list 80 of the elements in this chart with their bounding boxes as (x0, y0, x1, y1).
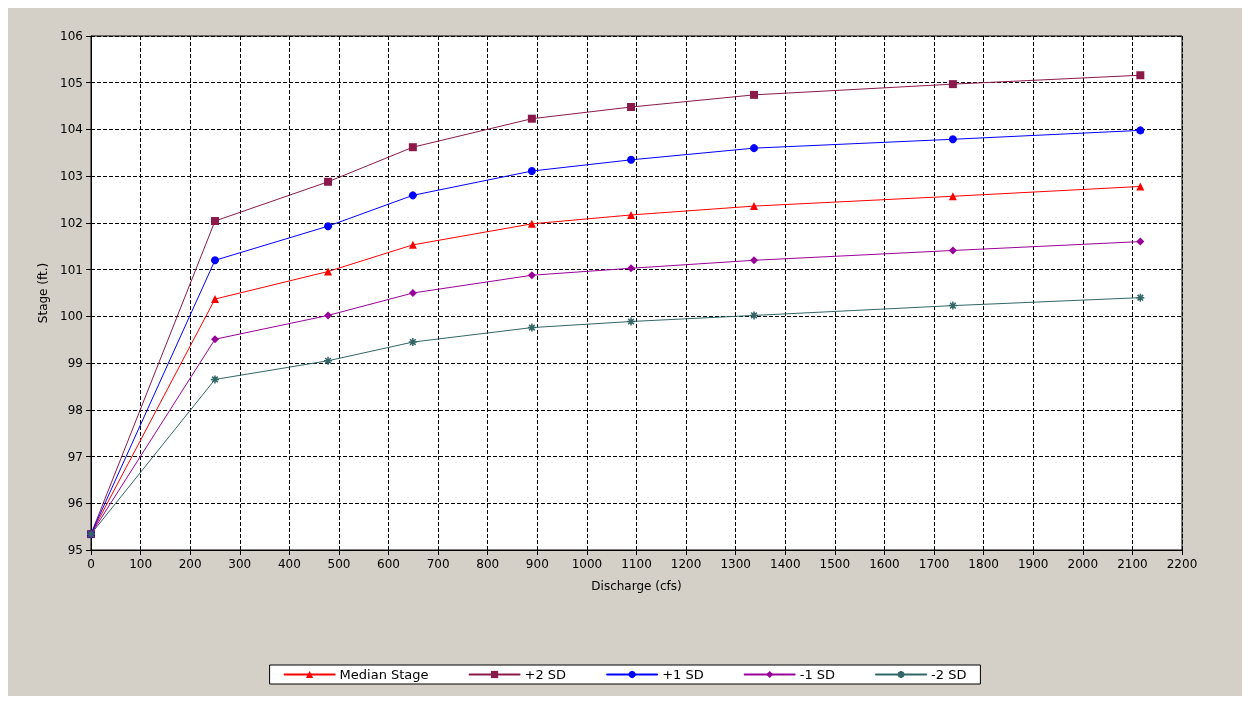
x-tick-label: 1600 (869, 557, 900, 571)
x-tick-label: 1800 (968, 557, 999, 571)
point (627, 210, 636, 219)
x-tick-label: 600 (377, 557, 400, 571)
point (1136, 71, 1145, 80)
x-tick-label: 400 (277, 557, 301, 571)
point (626, 316, 636, 327)
point (324, 222, 333, 231)
y-tick-label: 97 (67, 449, 83, 464)
legend-label: +2 SD (524, 667, 567, 682)
x-tick-label: 900 (525, 557, 549, 571)
x-tick-label: 700 (426, 557, 450, 571)
x-tick-label: 1400 (770, 557, 801, 571)
y-tick-label: 105 (60, 75, 83, 90)
point (749, 310, 759, 321)
point (210, 335, 219, 344)
point (408, 240, 417, 249)
point (323, 356, 333, 366)
legend-label: +1 SD (662, 667, 704, 682)
x-tick-label: 200 (178, 557, 202, 571)
point (948, 246, 957, 255)
x-tick-label: 100 (129, 557, 153, 571)
y-tick-label: 103 (60, 169, 83, 184)
point (408, 337, 418, 347)
point (408, 191, 417, 200)
x-tick-label: 500 (327, 557, 351, 571)
point (210, 256, 219, 265)
legend-label: -1 SD (799, 667, 836, 682)
point (210, 217, 219, 226)
x-tick-label: 1700 (918, 557, 950, 571)
x-tick-label: 1100 (621, 557, 652, 571)
point (527, 167, 536, 176)
x-tick-label: 800 (476, 557, 500, 571)
y-tick-label: 100 (60, 309, 83, 324)
x-tick-label: 2000 (1067, 557, 1099, 571)
y-tick-label: 102 (60, 215, 83, 230)
x-tick-label: 300 (228, 557, 252, 571)
y-tick-label: 95 (67, 543, 83, 557)
x-tick-label: 2200 (1166, 557, 1198, 571)
point (324, 267, 333, 276)
point (750, 256, 759, 265)
x-tick-label: 2100 (1117, 557, 1148, 571)
x-tick-label: 1900 (1017, 557, 1049, 571)
point (627, 264, 636, 273)
x-tick-label: 1000 (571, 557, 603, 571)
point (1136, 237, 1145, 246)
x-tick-label: 0 (87, 557, 95, 571)
point (408, 289, 417, 297)
y-tick-label: 106 (60, 29, 83, 43)
point (750, 144, 759, 153)
x-tick-label: 1500 (819, 557, 851, 571)
y-tick-label: 104 (60, 122, 83, 137)
point (948, 300, 958, 311)
y-tick-label: 99 (67, 356, 83, 371)
x-tick-label: 1200 (670, 557, 702, 571)
point (324, 311, 333, 320)
point (627, 155, 636, 164)
point (210, 374, 220, 385)
point (948, 135, 957, 144)
point (527, 322, 537, 333)
point (324, 177, 333, 186)
point (527, 271, 536, 280)
point (1135, 292, 1146, 303)
point (210, 295, 219, 304)
point (627, 103, 636, 112)
y-axis-title: Stage (ft.) (36, 262, 51, 324)
x-axis-title: Discharge (cfs) (591, 579, 682, 593)
legend-label: -2 SD (931, 667, 967, 682)
legend-label: Median Stage (339, 667, 429, 682)
point (750, 90, 759, 99)
point (527, 114, 536, 123)
y-tick-label: 96 (67, 496, 83, 511)
point (527, 219, 536, 228)
point (948, 80, 957, 89)
point (750, 202, 759, 211)
x-tick-label: 1300 (720, 557, 751, 571)
point (408, 143, 417, 152)
y-tick-label: 101 (60, 262, 83, 277)
y-tick-label: 98 (67, 402, 83, 417)
point (1136, 126, 1145, 135)
